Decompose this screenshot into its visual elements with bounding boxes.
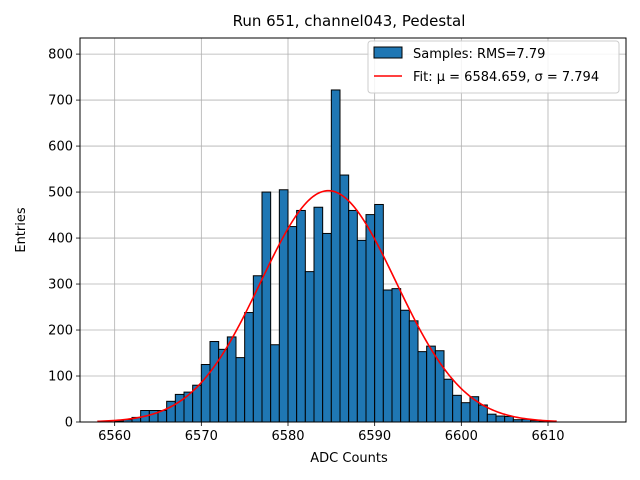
histogram-bar xyxy=(504,415,514,423)
histogram-bar xyxy=(426,345,436,423)
histogram-bar xyxy=(460,402,471,423)
histogram-bar xyxy=(391,288,402,423)
histogram-bar xyxy=(443,378,454,423)
chart-title: Run 651, channel043, Pedestal xyxy=(233,12,466,30)
histogram-bar xyxy=(304,271,315,423)
histogram-bar xyxy=(348,209,358,423)
histogram-bar xyxy=(218,348,228,423)
histogram-bar xyxy=(486,413,497,423)
histogram-bar xyxy=(322,232,332,423)
histogram-bar xyxy=(252,275,263,423)
y-tick-label: 500 xyxy=(48,186,73,201)
x-tick-label: 6570 xyxy=(185,429,218,444)
x-tick-label: 6560 xyxy=(98,429,131,444)
y-tick-label: 200 xyxy=(48,324,73,339)
histogram-bar xyxy=(408,320,419,423)
histogram-bars xyxy=(114,89,549,423)
histogram-bar xyxy=(400,309,410,423)
y-tick-label: 0 xyxy=(65,416,73,431)
histogram-bar xyxy=(452,394,462,423)
x-axis-label: ADC Counts xyxy=(310,451,388,466)
y-axis-ticks: 0 100 200 300 400 500 600 700 800 xyxy=(48,48,80,431)
legend: Samples: RMS=7.79 Fit: μ = 6584.659, σ =… xyxy=(367,40,620,94)
y-tick-label: 600 xyxy=(48,140,73,155)
y-tick-label: 700 xyxy=(48,94,73,109)
histogram-bar xyxy=(296,209,306,423)
gaussian-fit-line xyxy=(97,189,557,423)
legend-box xyxy=(367,40,620,94)
histogram-bar xyxy=(235,357,246,423)
histogram-bar xyxy=(261,191,272,423)
histogram-bar xyxy=(374,203,384,423)
plot-frame xyxy=(79,37,627,423)
histogram-bar xyxy=(417,351,428,423)
histogram-bar xyxy=(270,344,280,423)
x-tick-label: 6600 xyxy=(445,429,478,444)
histogram-bar xyxy=(244,312,254,423)
histogram-bar xyxy=(287,226,298,423)
histogram-bar xyxy=(382,289,393,423)
histogram-bar xyxy=(313,206,324,423)
histogram-bar xyxy=(339,174,350,423)
y-tick-label: 800 xyxy=(48,48,73,63)
x-tick-label: 6610 xyxy=(531,429,564,444)
histogram-bar xyxy=(495,415,506,423)
x-tick-label: 6580 xyxy=(271,429,304,444)
histogram-bar xyxy=(226,336,237,423)
y-tick-label: 300 xyxy=(48,278,73,293)
y-tick-label: 400 xyxy=(48,232,73,247)
histogram-bar xyxy=(209,341,220,423)
y-axis-label: Entries xyxy=(14,207,29,253)
legend-label-fit: Fit: μ = 6584.659, σ = 7.794 xyxy=(413,70,599,85)
y-tick-label: 100 xyxy=(48,370,73,385)
histogram-bar xyxy=(356,239,367,423)
x-tick-label: 6590 xyxy=(358,429,391,444)
legend-label-samples: Samples: RMS=7.79 xyxy=(413,47,545,62)
legend-swatch-samples xyxy=(373,46,403,59)
x-axis-ticks: 6560 6570 6580 6590 6600 6610 xyxy=(98,422,565,444)
histogram-bar xyxy=(278,189,289,423)
histogram-bar xyxy=(365,214,376,423)
histogram-bar xyxy=(330,89,341,423)
